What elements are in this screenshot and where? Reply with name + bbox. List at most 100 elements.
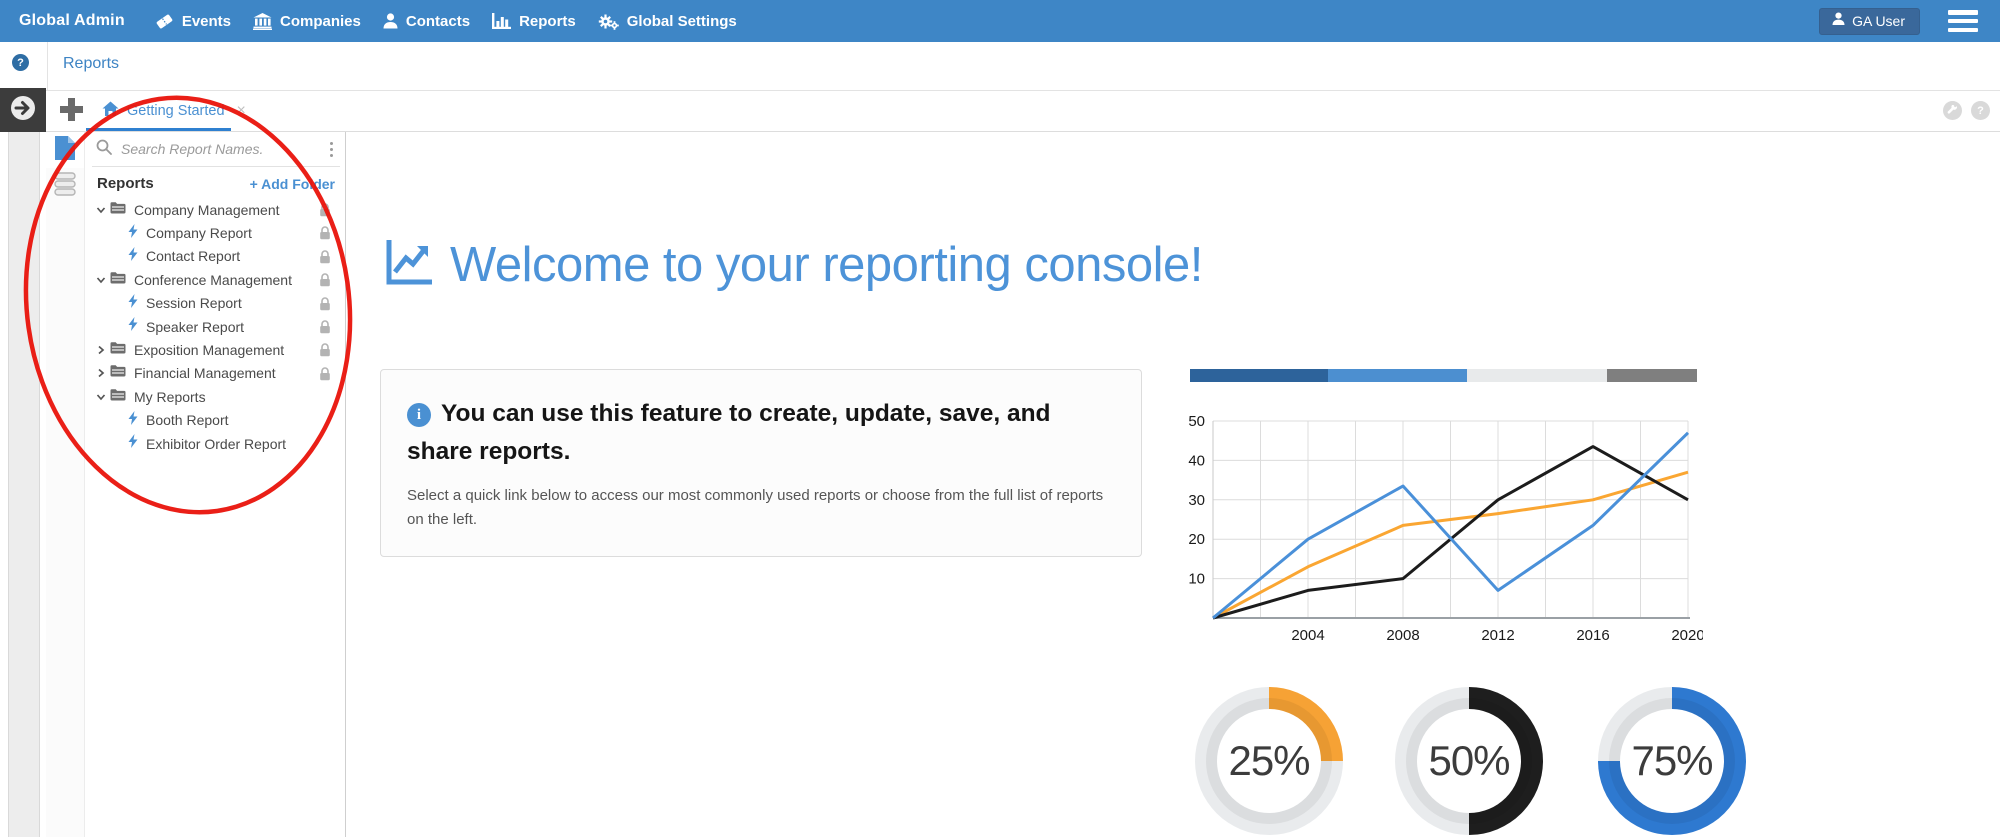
progress-segment-3 [1466,369,1607,382]
nav-item-events[interactable]: Events [155,13,231,30]
tab-label: Getting Started [127,103,225,119]
x-tick-label: 2016 [1576,627,1609,644]
tree-row-company-report[interactable]: Company Report [85,221,345,244]
add-folder-link[interactable]: + Add Folder [249,175,335,192]
y-tick-label: 30 [1188,492,1205,509]
x-tick-label: 2012 [1481,627,1514,644]
x-tick-label: 2020 [1671,627,1703,644]
ticket-icon [155,13,174,30]
nav-item-label: Contacts [405,12,471,30]
reports-sidebar: Reports + Add Folder Company Management C… [84,132,346,837]
y-tick-label: 50 [1188,413,1205,430]
database-icon [54,171,76,201]
report-bolt-icon [128,223,138,243]
nav-item-label: Events [181,12,232,30]
lock-icon [319,203,331,222]
tree-row-company-management[interactable]: Company Management [85,198,345,221]
folder-icon [110,341,126,359]
lock-icon [319,226,331,245]
tree-row-booth-report[interactable]: Booth Report [85,409,345,432]
wrench-icon[interactable] [1943,101,1962,120]
tree-row-contact-report[interactable]: Contact Report [85,245,345,268]
y-tick-label: 40 [1188,452,1205,469]
nav-items: Events Companies Contacts Reports Global Set… [155,12,759,30]
report-bolt-icon [128,293,138,313]
app-brand: Global Admin [19,12,125,29]
data-sources-icon[interactable] [46,168,84,204]
lock-icon [319,250,331,269]
tree-row-label: Speaker Report [146,318,245,335]
plus-icon [58,96,85,128]
series-line-blue [1212,431,1690,620]
folder-icon [110,201,126,219]
nav-item-companies[interactable]: Companies [253,12,361,30]
user-icon [383,13,398,29]
add-tab-button[interactable] [54,96,88,128]
lock-icon [319,296,331,316]
tab-getting-started[interactable]: Getting Started × [88,91,260,131]
hamburger-menu-icon[interactable] [1948,10,1978,32]
sidebar-options-kebab-icon[interactable] [330,141,333,157]
tree-row-exposition-management[interactable]: Exposition Management [85,338,345,361]
active-tab-underline [86,128,231,131]
stacked-progress-bar [1190,369,1697,382]
help-icon[interactable]: ? [1971,101,1990,120]
nav-item-global-settings[interactable]: Global Settings [598,13,737,30]
chevron-right-icon[interactable] [95,368,106,378]
chevron-right-icon[interactable] [95,345,106,355]
info-title: i You can use this feature to create, upd… [407,400,1051,465]
left-gutter-rail [8,132,40,837]
tree-row-label: Booth Report [146,412,229,429]
gears-icon [598,13,619,30]
tree-row-exhibitor-order-report[interactable]: Exhibitor Order Report [85,432,345,455]
tree-row-label: Company Management [134,201,280,218]
y-tick-label: 10 [1188,571,1205,588]
welcome-heading: Welcome to your reporting console! [386,236,1203,291]
folder-icon [110,364,126,382]
report-bolt-icon [128,410,138,430]
user-menu-button[interactable]: GA User [1819,7,1920,35]
nav-item-label: Reports [519,12,576,30]
tab-strip: Getting Started × ? [0,88,2000,132]
context-help-icon[interactable]: ? [12,54,29,71]
donut-percentage-label: 50% [1428,737,1510,784]
reports-panel-icon[interactable] [46,132,84,168]
panel-icon-strip [46,132,84,837]
report-bolt-icon [128,317,138,336]
collapse-panel-button[interactable] [0,88,46,132]
lock-icon [319,320,331,339]
folder-icon [110,388,126,406]
tree-row-label: Financial Management [134,365,276,382]
info-body: Select a quick link below to access our … [407,487,1104,528]
tree-row-my-reports[interactable]: My Reports [85,385,345,408]
folder-icon [110,271,126,289]
divider [92,166,340,167]
chevron-down-icon[interactable] [95,392,106,402]
tree-row-label: Conference Management [134,271,292,288]
report-bolt-icon [128,434,138,453]
search-icon [85,139,112,160]
nav-item-contacts[interactable]: Contacts [383,13,470,30]
nav-item-label: Global Settings [626,12,737,30]
breadcrumb[interactable]: Reports [63,55,120,72]
tree-title: Reports [97,175,154,192]
line-chart: 10 20 30 40 50 2004 2008 2012 2016 2020 [1188,413,1703,644]
donut-gauges: 25% 50% 75% [1195,687,1755,835]
search-row [85,132,345,166]
series-line-orange [1212,470,1689,620]
tree-row-financial-management[interactable]: Financial Management [85,362,345,385]
report-bolt-icon [128,246,138,266]
tree-row-speaker-report[interactable]: Speaker Report [85,315,345,338]
info-icon: i [407,403,431,427]
chevron-down-icon[interactable] [95,205,106,215]
line-chart-icon [386,236,434,291]
tree-row-session-report[interactable]: Session Report [85,292,345,315]
search-input[interactable] [121,141,301,157]
user-icon [1832,12,1845,29]
chevron-down-icon[interactable] [95,275,106,285]
nav-item-reports[interactable]: Reports [492,13,576,30]
tab-close-icon[interactable]: × [236,102,246,119]
donut-gauge-75: 75% [1598,687,1746,835]
tree-row-conference-management[interactable]: Conference Management [85,268,345,291]
